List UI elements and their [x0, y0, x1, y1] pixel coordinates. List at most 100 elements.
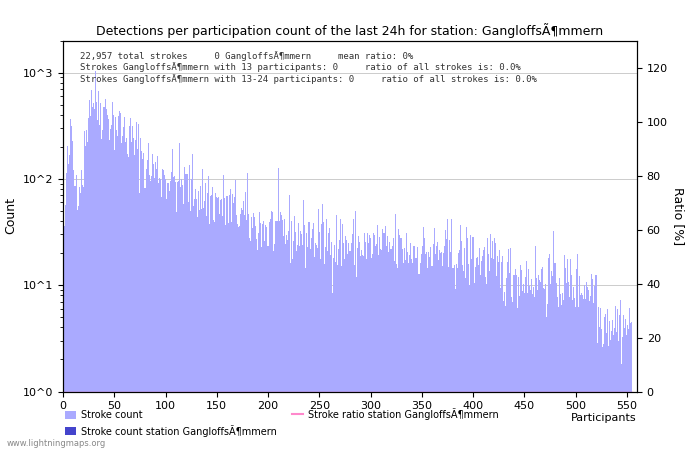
Bar [198, 191, 199, 450]
Bar [451, 219, 452, 450]
Bar [491, 257, 492, 450]
Bar [294, 216, 295, 450]
Bar [395, 264, 397, 450]
Bar [466, 227, 468, 450]
Bar [232, 203, 234, 450]
Bar [327, 251, 328, 450]
Bar [376, 243, 377, 450]
Bar [534, 297, 535, 450]
Bar [406, 234, 407, 450]
Bar [125, 142, 126, 450]
Bar [404, 248, 405, 450]
Bar [605, 315, 606, 450]
Bar [292, 259, 293, 450]
Bar [356, 277, 357, 450]
Bar [485, 277, 486, 450]
Bar [66, 146, 68, 450]
Bar [382, 229, 384, 450]
Bar [83, 187, 84, 450]
Bar [262, 224, 263, 450]
Bar [598, 327, 600, 450]
Bar [118, 116, 119, 450]
Bar [177, 182, 178, 450]
Bar [290, 262, 291, 450]
Bar [89, 100, 90, 450]
Bar [523, 284, 524, 450]
Bar [377, 225, 378, 450]
Bar [169, 191, 170, 450]
Bar [437, 242, 438, 450]
Bar [368, 243, 369, 450]
Bar [161, 197, 162, 450]
Bar [102, 130, 104, 450]
Bar [199, 186, 201, 450]
Bar [248, 214, 249, 450]
Bar [372, 254, 373, 450]
Bar [347, 254, 349, 450]
Bar [578, 307, 579, 450]
Bar [195, 189, 196, 450]
Bar [433, 228, 435, 450]
Bar [244, 215, 245, 450]
Bar [204, 201, 205, 450]
Bar [260, 223, 261, 450]
Bar [167, 184, 168, 450]
Bar [556, 283, 557, 450]
Bar [119, 111, 120, 450]
Bar [566, 283, 567, 450]
Bar [219, 214, 220, 450]
Bar [252, 228, 253, 450]
Bar [127, 154, 128, 450]
Bar [281, 215, 282, 450]
Bar [554, 263, 556, 450]
Bar [430, 247, 431, 450]
Bar [547, 304, 548, 450]
Bar [302, 245, 303, 450]
Bar [225, 225, 227, 450]
Bar [312, 229, 313, 450]
Bar [75, 186, 76, 450]
Bar [194, 199, 195, 450]
Bar [205, 183, 206, 450]
Bar [221, 199, 223, 450]
Bar [561, 292, 563, 450]
Bar [304, 225, 305, 450]
Bar [126, 138, 127, 450]
Bar [537, 290, 538, 450]
Bar [249, 238, 250, 450]
Bar [94, 109, 95, 450]
Bar [351, 234, 353, 450]
Bar [492, 241, 493, 450]
Bar [158, 183, 159, 450]
Bar [287, 239, 288, 450]
Bar [296, 251, 297, 450]
Bar [610, 340, 611, 450]
Bar [462, 266, 463, 450]
Bar [447, 219, 448, 450]
Legend: Stroke count, Stroke count station GangloffsÃ¶mmern, Stroke ratio station Ganglo: Stroke count, Stroke count station Gangl… [61, 404, 503, 441]
Bar [364, 234, 365, 450]
Bar [68, 164, 69, 450]
Bar [178, 181, 179, 450]
Bar [157, 156, 158, 450]
Bar [420, 262, 421, 450]
Bar [88, 118, 89, 450]
Bar [322, 204, 323, 450]
Bar [85, 146, 86, 450]
Bar [128, 157, 129, 450]
Bar [459, 250, 460, 450]
Bar [242, 210, 243, 450]
Bar [424, 238, 426, 450]
Bar [483, 250, 484, 450]
Bar [311, 238, 312, 450]
Bar [405, 260, 406, 450]
Bar [588, 290, 589, 450]
Bar [370, 238, 371, 450]
Bar [435, 246, 437, 450]
Bar [289, 195, 290, 450]
Bar [284, 219, 285, 450]
Bar [577, 254, 578, 450]
Bar [482, 256, 483, 450]
Bar [585, 299, 587, 450]
Bar [137, 148, 139, 450]
